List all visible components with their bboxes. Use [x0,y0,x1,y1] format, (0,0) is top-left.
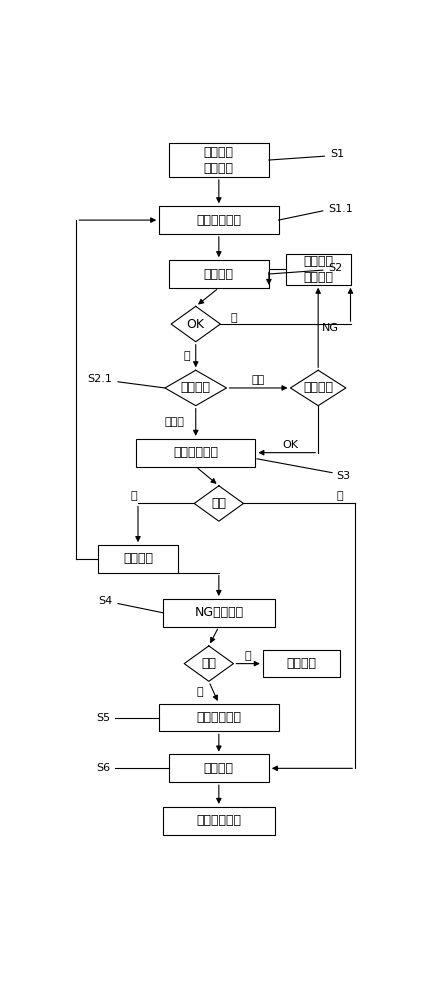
Text: 否: 否 [244,651,251,661]
Text: 灰度监测: 灰度监测 [180,381,210,394]
Text: 启用: 启用 [251,375,265,385]
Bar [168,143,268,177]
Text: 通讯调节
光源亮度: 通讯调节 光源亮度 [302,255,332,284]
Bar [262,650,339,677]
Text: NG等级判定: NG等级判定 [194,606,243,619]
Text: 采集极片
运动信息: 采集极片 运动信息 [203,146,233,175]
Text: OK: OK [282,440,298,450]
Text: 否: 否 [230,313,237,323]
Bar [163,599,274,627]
Text: 识别图像瑕疵: 识别图像瑕疵 [173,446,218,459]
Text: 不启用: 不启用 [164,417,184,427]
Bar [285,254,350,285]
Text: S2: S2 [328,263,342,273]
Text: 通讯瑕疵处理: 通讯瑕疵处理 [196,711,241,724]
Text: 严重: 严重 [201,657,216,670]
Text: NG: NG [321,323,338,333]
Bar [163,807,274,835]
Text: 通讯报警: 通讯报警 [285,657,316,670]
Text: 图像灰度: 图像灰度 [302,381,332,394]
Text: S1: S1 [330,149,344,159]
Text: 切换检测方案: 切换检测方案 [196,214,241,227]
Bar [168,260,268,288]
Text: 是: 是 [196,687,202,697]
Bar [97,545,178,573]
Text: OK: OK [186,318,204,331]
Bar [159,704,278,731]
Text: S4: S4 [98,596,112,606]
Text: S6: S6 [96,763,110,773]
Text: S3: S3 [335,471,349,481]
Text: 瑕疵分类: 瑕疵分类 [123,552,153,565]
Text: 瑕疵: 瑕疵 [211,497,226,510]
Bar [136,439,255,466]
Text: S2.1: S2.1 [87,374,112,384]
Text: 有: 有 [130,491,137,501]
Text: S1.1: S1.1 [328,204,352,214]
Text: 无: 无 [336,491,342,501]
Text: 是: 是 [183,351,190,361]
Bar [168,754,268,782]
Text: 图像数据存储: 图像数据存储 [196,814,241,827]
Text: S5: S5 [96,713,110,723]
Text: 图像采集: 图像采集 [203,267,233,280]
Text: 图像显示: 图像显示 [203,762,233,775]
Bar [159,206,278,234]
